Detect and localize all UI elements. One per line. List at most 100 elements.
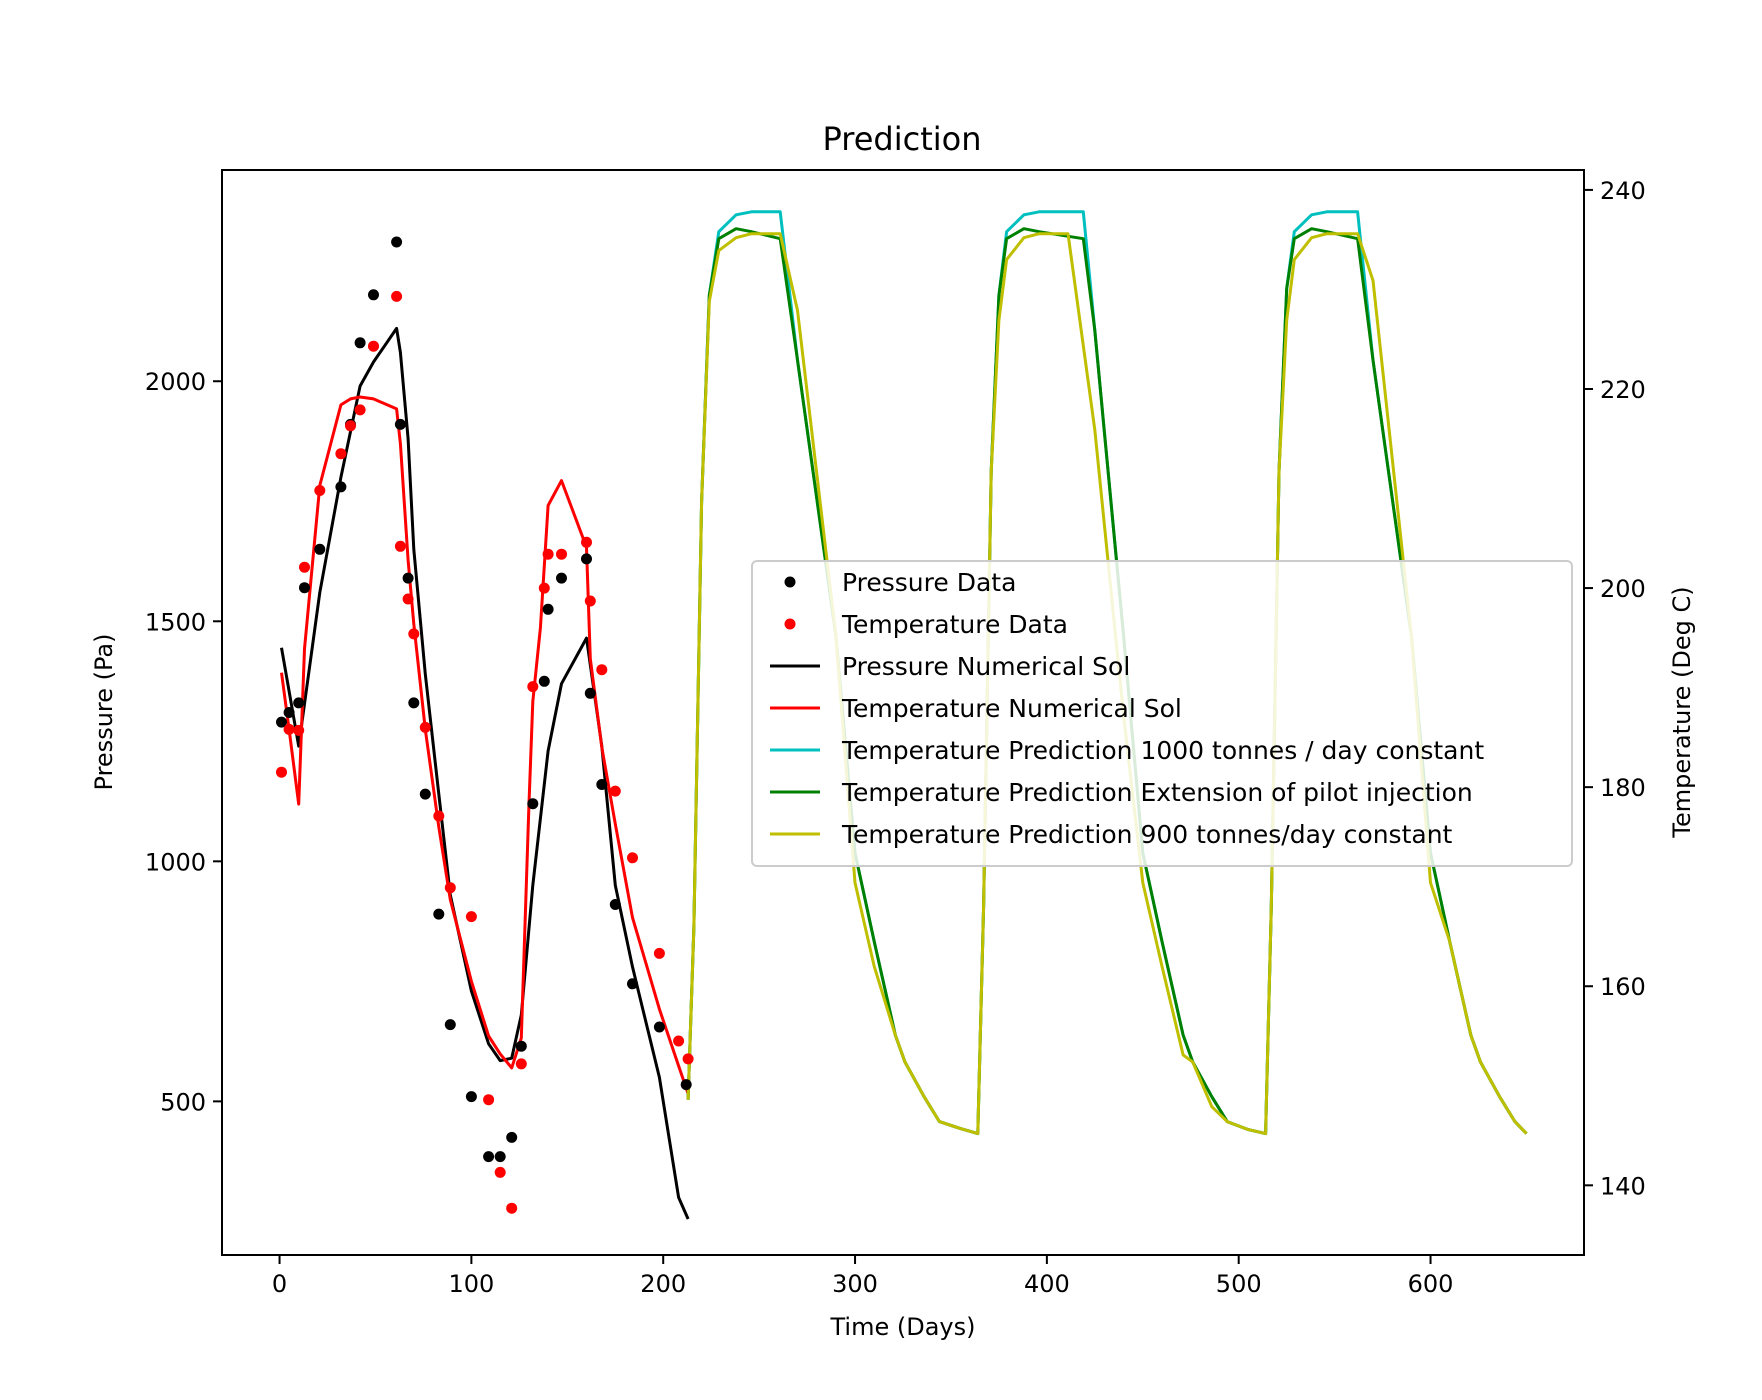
data-point	[299, 582, 310, 594]
data-point	[465, 911, 477, 923]
data-point	[542, 603, 554, 615]
data-point	[609, 899, 621, 910]
legend-entry-temperature-data: Temperature Data	[784, 610, 1068, 639]
legend-marker	[784, 576, 796, 588]
left-y-tick-label: 1000	[145, 848, 206, 876]
data-point	[368, 289, 379, 301]
x-tick-label: 0	[272, 1270, 287, 1298]
series-layer	[276, 210, 1528, 1220]
data-point	[283, 707, 295, 718]
data-point	[335, 481, 347, 493]
data-point	[673, 1035, 685, 1047]
data-point	[538, 675, 550, 687]
data-point	[596, 779, 608, 790]
legend-entry-temperature-numerical-sol: Temperature Numerical Sol	[770, 694, 1182, 723]
series-line-pressure-numerical-sol	[280, 326, 690, 1220]
data-point	[402, 572, 414, 584]
data-point	[506, 1202, 518, 1214]
right-y-tick-label: 140	[1600, 1172, 1646, 1200]
data-point	[556, 572, 567, 584]
data-point	[444, 1019, 456, 1031]
data-point	[345, 420, 356, 432]
series-points-pressure-data	[276, 236, 692, 1163]
right-y-tick-label: 240	[1600, 177, 1646, 205]
data-point	[627, 852, 638, 864]
data-point	[515, 1058, 527, 1070]
chart-title: Prediction	[823, 120, 982, 158]
x-tick-label: 200	[640, 1270, 686, 1298]
data-point	[506, 1131, 518, 1143]
legend-entry-temperature-prediction-1000-tonnes-day-constant: Temperature Prediction 1000 tonnes / day…	[770, 736, 1484, 765]
legend-box	[751, 560, 1573, 867]
right-y-tick-label: 200	[1600, 575, 1646, 603]
data-point	[538, 582, 550, 594]
left-y-tick-label: 500	[160, 1088, 206, 1116]
data-point	[494, 1151, 506, 1163]
data-point	[627, 978, 638, 990]
right-y-tick-label: 220	[1600, 376, 1646, 404]
series-line-temperature-prediction-extension-of-pilot-injection	[686, 227, 1528, 1136]
data-point	[465, 1091, 477, 1103]
legend-marker	[784, 618, 796, 630]
x-axis-label: Time (Days)	[830, 1313, 976, 1341]
legend-label: Temperature Prediction Extension of pilo…	[841, 778, 1473, 807]
data-point	[494, 1166, 506, 1178]
left-y-tick-label: 2000	[145, 368, 206, 396]
data-point	[581, 553, 592, 565]
data-point	[680, 1079, 692, 1091]
right-y-tick-label: 180	[1600, 774, 1646, 802]
data-point	[515, 1040, 527, 1052]
x-tick-label: 400	[1024, 1270, 1070, 1298]
data-point	[433, 908, 445, 920]
data-point	[444, 882, 456, 894]
legend-entry-temperature-prediction-900-tonnes-day-constant: Temperature Prediction 900 tonnes/day co…	[770, 820, 1453, 849]
data-point	[368, 340, 379, 352]
data-point	[314, 543, 326, 555]
legend-label: Temperature Numerical Sol	[841, 694, 1182, 723]
data-point	[483, 1094, 495, 1106]
data-point	[354, 337, 366, 349]
data-point	[581, 536, 592, 548]
left-y-axis-label: Pressure (Pa)	[90, 634, 118, 791]
legend-label: Pressure Data	[842, 568, 1016, 597]
data-point	[335, 448, 347, 460]
legend-label: Temperature Prediction 900 tonnes/day co…	[841, 820, 1453, 849]
data-point	[527, 681, 539, 693]
data-point	[527, 798, 539, 810]
series-line-temperature-prediction-900-tonnes-day-constant	[686, 232, 1528, 1136]
data-point	[354, 404, 366, 416]
data-point	[584, 687, 596, 699]
right-y-axis-ticks: 140 160 180 200 220 240	[1584, 177, 1646, 1200]
data-point	[276, 766, 287, 778]
legend-entry-pressure-numerical-sol: Pressure Numerical Sol	[770, 652, 1130, 681]
legend-label: Pressure Numerical Sol	[842, 652, 1130, 681]
data-point	[419, 788, 431, 800]
data-point	[433, 810, 445, 822]
x-tick-label: 600	[1408, 1270, 1454, 1298]
legend-entry-temperature-prediction-extension-of-pilot-injection: Temperature Prediction Extension of pilo…	[770, 778, 1473, 807]
legend-label: Temperature Prediction 1000 tonnes / day…	[841, 736, 1484, 765]
x-axis-ticks: 0 100 200 300 400 500 600	[272, 1255, 1454, 1298]
data-point	[483, 1151, 495, 1163]
data-point	[293, 697, 305, 709]
data-point	[394, 418, 406, 430]
x-tick-label: 300	[832, 1270, 878, 1298]
data-point	[299, 561, 310, 573]
data-point	[408, 628, 420, 640]
data-point	[402, 593, 414, 605]
data-point	[419, 721, 431, 733]
data-point	[556, 548, 567, 560]
legend: Pressure Data Temperature Data Pressure Nu…	[751, 560, 1573, 867]
right-y-tick-label: 160	[1600, 973, 1646, 1001]
data-point	[609, 785, 621, 797]
data-point	[293, 724, 305, 736]
data-point	[283, 723, 295, 735]
data-point	[653, 1021, 665, 1033]
data-point	[394, 540, 406, 552]
data-point	[542, 548, 554, 560]
left-y-tick-label: 1500	[145, 608, 206, 636]
right-y-axis-label: Temperature (Deg C)	[1668, 586, 1696, 838]
plot-frame	[221, 169, 1585, 1256]
legend-entry-pressure-data: Pressure Data	[784, 568, 1016, 597]
